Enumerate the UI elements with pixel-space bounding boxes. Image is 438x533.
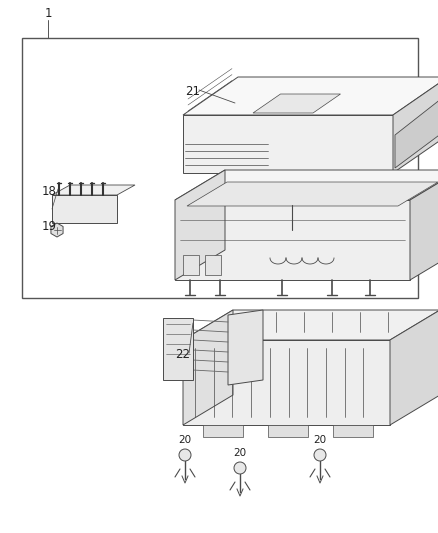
- Polygon shape: [253, 94, 340, 113]
- Text: 1: 1: [44, 7, 52, 20]
- Polygon shape: [390, 310, 438, 425]
- Circle shape: [314, 449, 326, 461]
- Text: 20: 20: [233, 448, 247, 458]
- Polygon shape: [183, 310, 438, 340]
- Polygon shape: [183, 255, 199, 275]
- Polygon shape: [183, 310, 233, 425]
- Polygon shape: [51, 223, 63, 237]
- Polygon shape: [175, 200, 410, 280]
- Polygon shape: [393, 77, 438, 173]
- Polygon shape: [228, 310, 263, 385]
- Text: 20: 20: [178, 435, 191, 445]
- Polygon shape: [205, 255, 221, 275]
- Text: 21: 21: [185, 85, 200, 98]
- Text: 18: 18: [42, 185, 57, 198]
- Polygon shape: [183, 77, 438, 115]
- Polygon shape: [175, 170, 438, 200]
- Text: 19: 19: [42, 220, 57, 233]
- Polygon shape: [52, 185, 135, 195]
- Text: 22: 22: [175, 348, 190, 361]
- Circle shape: [179, 449, 191, 461]
- Polygon shape: [187, 182, 438, 206]
- Polygon shape: [175, 170, 225, 280]
- Polygon shape: [395, 95, 438, 168]
- Text: 20: 20: [314, 435, 327, 445]
- Polygon shape: [183, 115, 393, 173]
- Polygon shape: [203, 425, 243, 437]
- Polygon shape: [268, 425, 308, 437]
- Bar: [22, 38, 418, 298]
- Polygon shape: [183, 340, 390, 425]
- Polygon shape: [333, 425, 373, 437]
- Polygon shape: [163, 318, 193, 380]
- Polygon shape: [410, 170, 438, 280]
- Polygon shape: [52, 195, 117, 223]
- Circle shape: [234, 462, 246, 474]
